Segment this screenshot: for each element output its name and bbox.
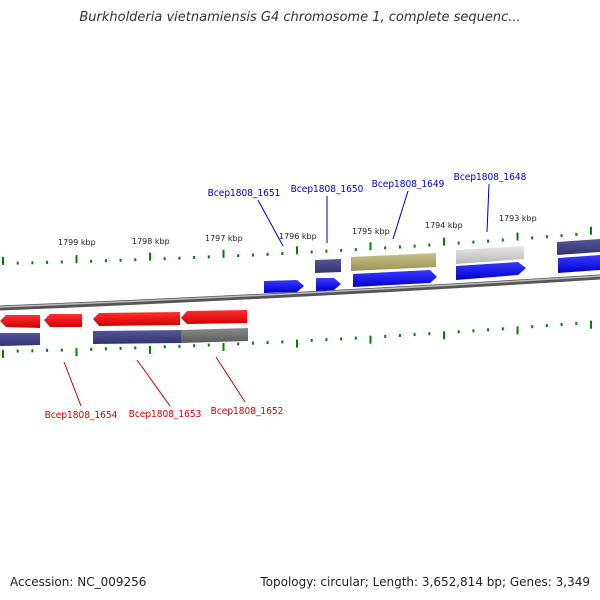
gene-label-bcep1808-1651[interactable]: Bcep1808_1651 (208, 188, 281, 199)
kbp-label-1795: 1795 kbp (352, 227, 390, 236)
map-title: Burkholderia vietnamiensis G4 chromosome… (79, 10, 521, 25)
forward-gene-arrow[interactable] (316, 278, 341, 291)
accession-text: Accession: NC_009256 (10, 575, 147, 589)
kbp-label-1798: 1798 kbp (132, 237, 170, 246)
forward-gene-arrow[interactable] (558, 255, 600, 273)
label-leader-line (486, 183, 490, 233)
topology-text: Topology: circular; Length: 3,652,814 bp… (260, 575, 590, 589)
kbp-label-1793: 1793 kbp (499, 214, 537, 223)
reverse-gene-arrow[interactable] (181, 310, 247, 324)
label-leader-line (392, 190, 409, 240)
label-leader-line (257, 199, 284, 247)
forward-gene-arrow[interactable] (264, 280, 304, 293)
gene-function-bar (351, 253, 436, 271)
gene-label-bcep1808-1648[interactable]: Bcep1808_1648 (454, 172, 527, 183)
forward-gene-arrow[interactable] (353, 270, 437, 287)
forward-gene-arrow[interactable] (456, 262, 526, 280)
gene-function-bar (315, 259, 341, 273)
gene-function-bar (181, 328, 248, 343)
gene-function-bar (557, 239, 600, 255)
kbp-label-1799: 1799 kbp (58, 238, 96, 247)
kbp-label-1796: 1796 kbp (279, 232, 317, 241)
gene-label-bcep1808-1654[interactable]: Bcep1808_1654 (45, 410, 118, 421)
kbp-label-1797: 1797 kbp (205, 234, 243, 243)
kbp-label-1794: 1794 kbp (425, 221, 463, 230)
gene-label-bcep1808-1653[interactable]: Bcep1808_1653 (129, 409, 202, 420)
reverse-gene-arrow[interactable] (44, 314, 82, 327)
label-leader-line (63, 361, 82, 407)
gene-function-bar (0, 333, 40, 346)
upper-tick-ruler (2, 226, 592, 265)
label-leader-line (136, 359, 171, 407)
chromosome-backbone-highlight (0, 275, 600, 308)
gene-label-bcep1808-1650[interactable]: Bcep1808_1650 (291, 184, 364, 195)
reverse-gene-arrow[interactable] (93, 312, 180, 326)
lower-tick-ruler (2, 320, 592, 358)
gene-label-bcep1808-1652[interactable]: Bcep1808_1652 (211, 406, 284, 417)
gene-function-bar (456, 246, 524, 264)
gene-function-bar (93, 330, 181, 344)
label-leader-line (215, 356, 246, 403)
reverse-gene-arrow[interactable] (0, 315, 40, 328)
gene-label-bcep1808-1649[interactable]: Bcep1808_1649 (372, 179, 445, 190)
chromosome-backbone (0, 274, 600, 311)
